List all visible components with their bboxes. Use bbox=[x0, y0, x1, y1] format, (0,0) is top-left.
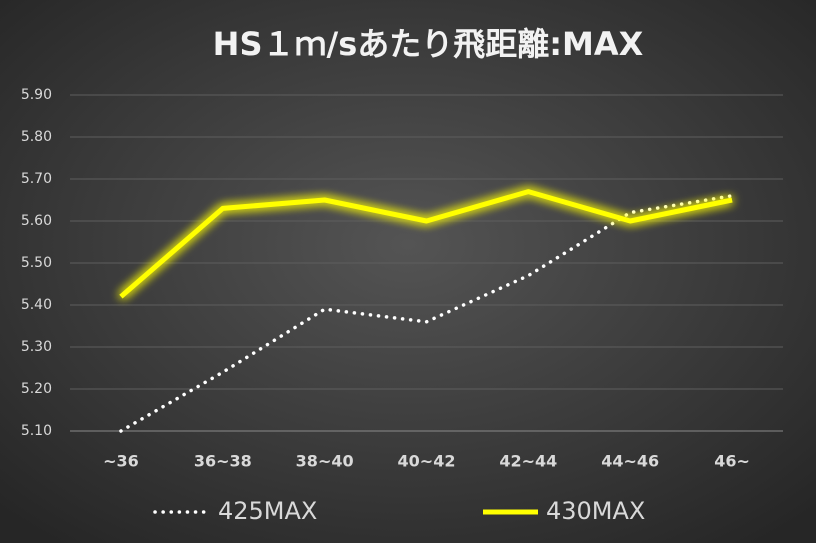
x-tick-label: 40~42 bbox=[398, 452, 456, 471]
y-tick-label: 5.50 bbox=[21, 255, 52, 271]
x-tick-label: 44~46 bbox=[601, 452, 659, 471]
series-line bbox=[119, 189, 733, 299]
chart-title: HS１ｍ/sあたり飛距離:MAX bbox=[213, 25, 644, 63]
x-tick-label: 38~40 bbox=[296, 452, 354, 471]
x-tick-label: 36~38 bbox=[194, 452, 252, 471]
y-tick-label: 5.90 bbox=[21, 87, 52, 103]
y-tick-label: 5.40 bbox=[21, 297, 52, 313]
y-tick-label: 5.30 bbox=[21, 339, 52, 355]
x-tick-label: 46~ bbox=[714, 452, 750, 471]
y-tick-label: 5.60 bbox=[21, 213, 52, 229]
y-tick-label: 5.20 bbox=[21, 381, 52, 397]
x-tick-label: 42~44 bbox=[499, 452, 557, 471]
y-tick-label: 5.80 bbox=[21, 129, 52, 145]
x-tick-label: ~36 bbox=[103, 452, 139, 471]
legend-label: 430MAX bbox=[546, 497, 645, 525]
legend-label: 425MAX bbox=[218, 497, 317, 525]
series-line bbox=[119, 194, 734, 433]
y-tick-label: 5.10 bbox=[21, 423, 52, 439]
y-tick-label: 5.70 bbox=[21, 171, 52, 187]
